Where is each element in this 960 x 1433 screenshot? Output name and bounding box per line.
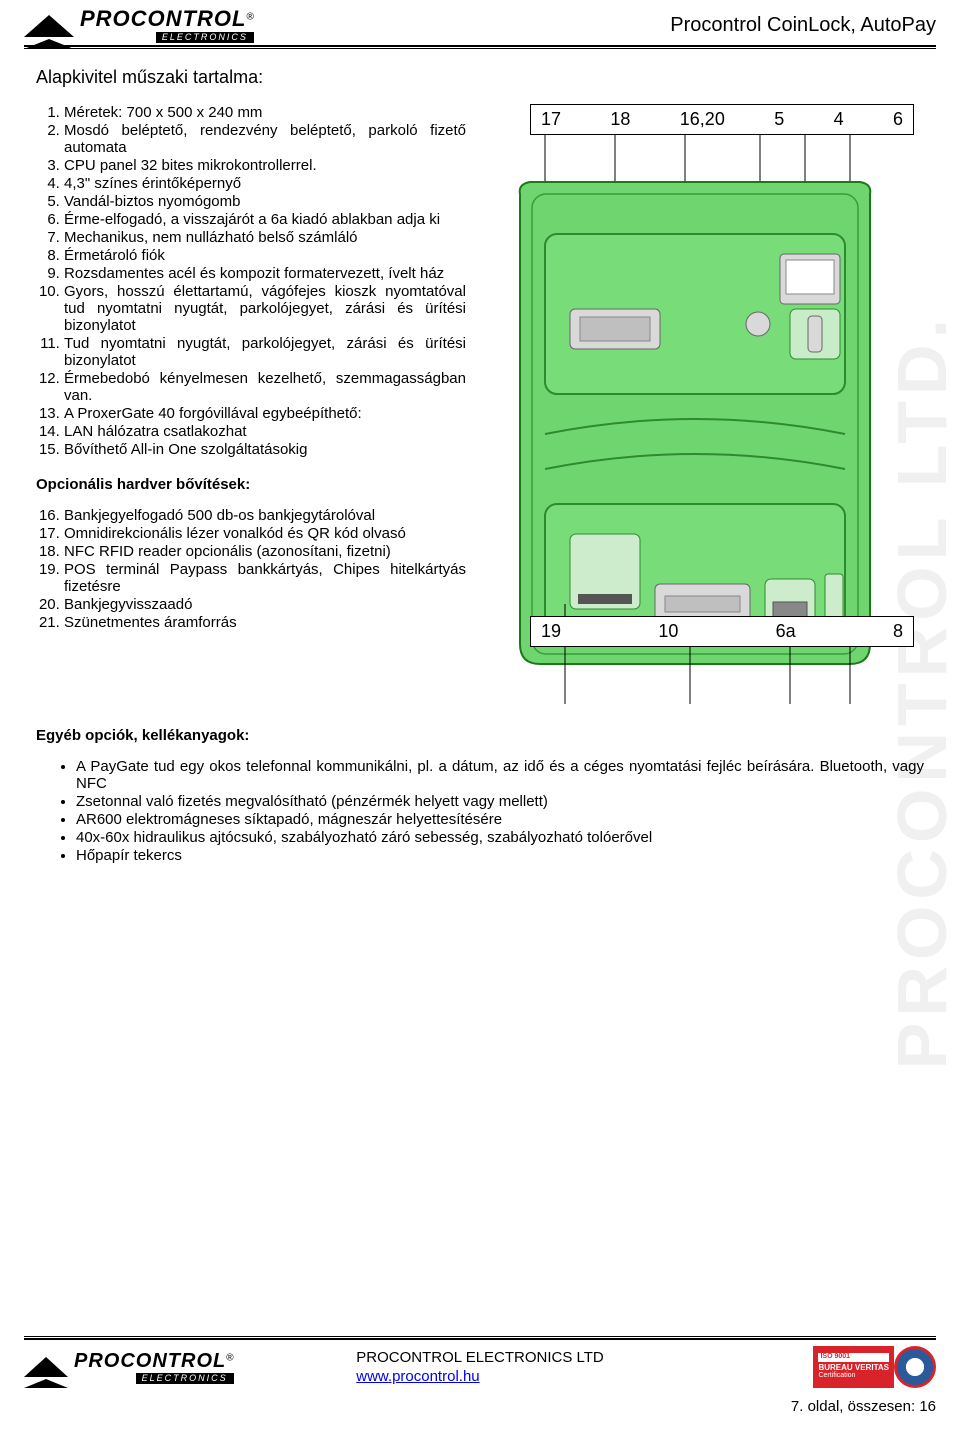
cert-left: ISO 9001 BUREAU VERITAS Certification [813,1346,894,1388]
spec-item: Érmebedobó kényelmesen kezelhető, szemma… [64,370,466,404]
bottom-label: 10 [658,621,678,642]
bottom-label: 6a [776,621,796,642]
spec-item: Gyors, hosszú élettartamú, vágófejes kio… [64,283,466,334]
logo-triangle-icon [24,1357,68,1377]
footer-logo-text: PROCONTROL® ELECTRONICS [74,1351,234,1384]
footer-rule [24,1336,936,1340]
diagram-bottom-labels: 19 10 6a 8 [530,616,914,647]
brand-main: PROCONTROL [80,6,246,31]
brand-reg: ® [246,12,253,23]
content: Alapkivitel műszaki tartalma: Méretek: 7… [0,49,960,864]
spec-item: Szünetmentes áramforrás [64,614,466,631]
spec-list-1: Méretek: 700 x 500 x 240 mmMosdó belépte… [36,104,466,458]
footer-logo: PROCONTROL® ELECTRONICS [24,1351,234,1384]
company-url[interactable]: www.procontrol.hu [356,1368,479,1385]
bullet-list-3: A PayGate tud egy okos telefonnal kommun… [36,758,924,864]
spec-item: Mechanikus, nem nullázható belső számlál… [64,229,466,246]
spec-list-2: Bankjegyelfogadó 500 db-os bankjegytárol… [36,507,466,631]
spec-item: Vandál-biztos nyomógomb [64,193,466,210]
top-label: 5 [774,109,784,130]
brand-main: PROCONTROL [74,1350,226,1372]
spec-item: Méretek: 700 x 500 x 240 mm [64,104,466,121]
bullet-item: 40x-60x hidraulikus ajtócsukó, szabályoz… [76,829,924,846]
bullet-item: Zsetonnal való fizetés megvalósítható (p… [76,793,924,810]
spec-item: Bankjegyvisszaadó [64,596,466,613]
spec-item: CPU panel 32 bites mikrokontrollerrel. [64,157,466,174]
two-column-layout: Méretek: 700 x 500 x 240 mmMosdó belépte… [36,104,924,709]
top-label: 16,20 [680,109,725,130]
cert-sub: Certification [818,1372,889,1380]
bullet-item: A PayGate tud egy okos telefonnal kommun… [76,758,924,792]
section2-title: Opcionális hardver bővítések: [36,476,466,493]
spec-item: Tud nyomtatni nyugtát, parkolójegyet, zá… [64,335,466,369]
cert-seal-icon [894,1346,936,1388]
footer-center: PROCONTROL ELECTRONICS LTD www.procontro… [356,1348,604,1387]
bottom-label: 19 [541,621,561,642]
diagram-column: 17 18 16,20 5 4 6 [490,104,924,709]
top-label: 6 [893,109,903,130]
spec-item: POS terminál Paypass bankkártyás, Chipes… [64,561,466,595]
bullet-item: AR600 elektromágneses síktapadó, mágnesz… [76,811,924,828]
spec-item: Rozsdamentes acél és kompozit formaterve… [64,265,466,282]
section3-title: Egyéb opciók, kellékanyagok: [36,727,924,744]
spec-item: Bankjegyelfogadó 500 db-os bankjegytárol… [64,507,466,524]
bullet-item: Hőpapír tekercs [76,847,924,864]
cert-iso: ISO 9001 [818,1353,889,1361]
cert-bv: BUREAU VERITAS [818,1363,889,1373]
logo-text: PROCONTROL® ELECTRONICS [80,8,254,43]
spec-item: Érme-elfogadó, a visszajárót a 6a kiadó … [64,211,466,228]
company-name: PROCONTROL ELECTRONICS LTD [356,1348,604,1368]
logo-triangle-icon [24,15,74,37]
bottom-label: 8 [893,621,903,642]
left-column: Méretek: 700 x 500 x 240 mmMosdó belépte… [36,104,466,709]
spec-item: Érmetároló fiók [64,247,466,264]
page-number: 7. oldal, összesen: 16 [24,1398,936,1415]
page-header: PROCONTROL® ELECTRONICS Procontrol CoinL… [0,0,960,43]
footer-row: PROCONTROL® ELECTRONICS PROCONTROL ELECT… [24,1346,936,1388]
spec-item: Mosdó beléptető, rendezvény beléptető, p… [64,122,466,156]
top-label: 17 [541,109,561,130]
spec-item: Bővíthető All-in One szolgáltatásokig [64,441,466,458]
brand-sub: ELECTRONICS [136,1373,234,1384]
spec-item: NFC RFID reader opcionális (azonosítani,… [64,543,466,560]
logo: PROCONTROL® ELECTRONICS [24,8,254,43]
spec-item: 4,3" színes érintőképernyő [64,175,466,192]
page-footer: PROCONTROL® ELECTRONICS PROCONTROL ELECT… [0,1336,960,1415]
cert-badge: ISO 9001 BUREAU VERITAS Certification [813,1346,936,1388]
brand-reg: ® [226,1352,233,1363]
spec-item: A ProxerGate 40 forgóvillával egybeépíth… [64,405,466,422]
spec-item: LAN hálózatra csatlakozhat [64,423,466,440]
brand-sub: ELECTRONICS [156,32,254,43]
diagram-top-labels: 17 18 16,20 5 4 6 [530,104,914,135]
section1-title: Alapkivitel műszaki tartalma: [36,67,924,88]
page-title: Procontrol CoinLock, AutoPay [670,14,936,37]
spec-item: Omnidirekcionális lézer vonalkód és QR k… [64,525,466,542]
top-label: 4 [834,109,844,130]
top-label: 18 [610,109,630,130]
